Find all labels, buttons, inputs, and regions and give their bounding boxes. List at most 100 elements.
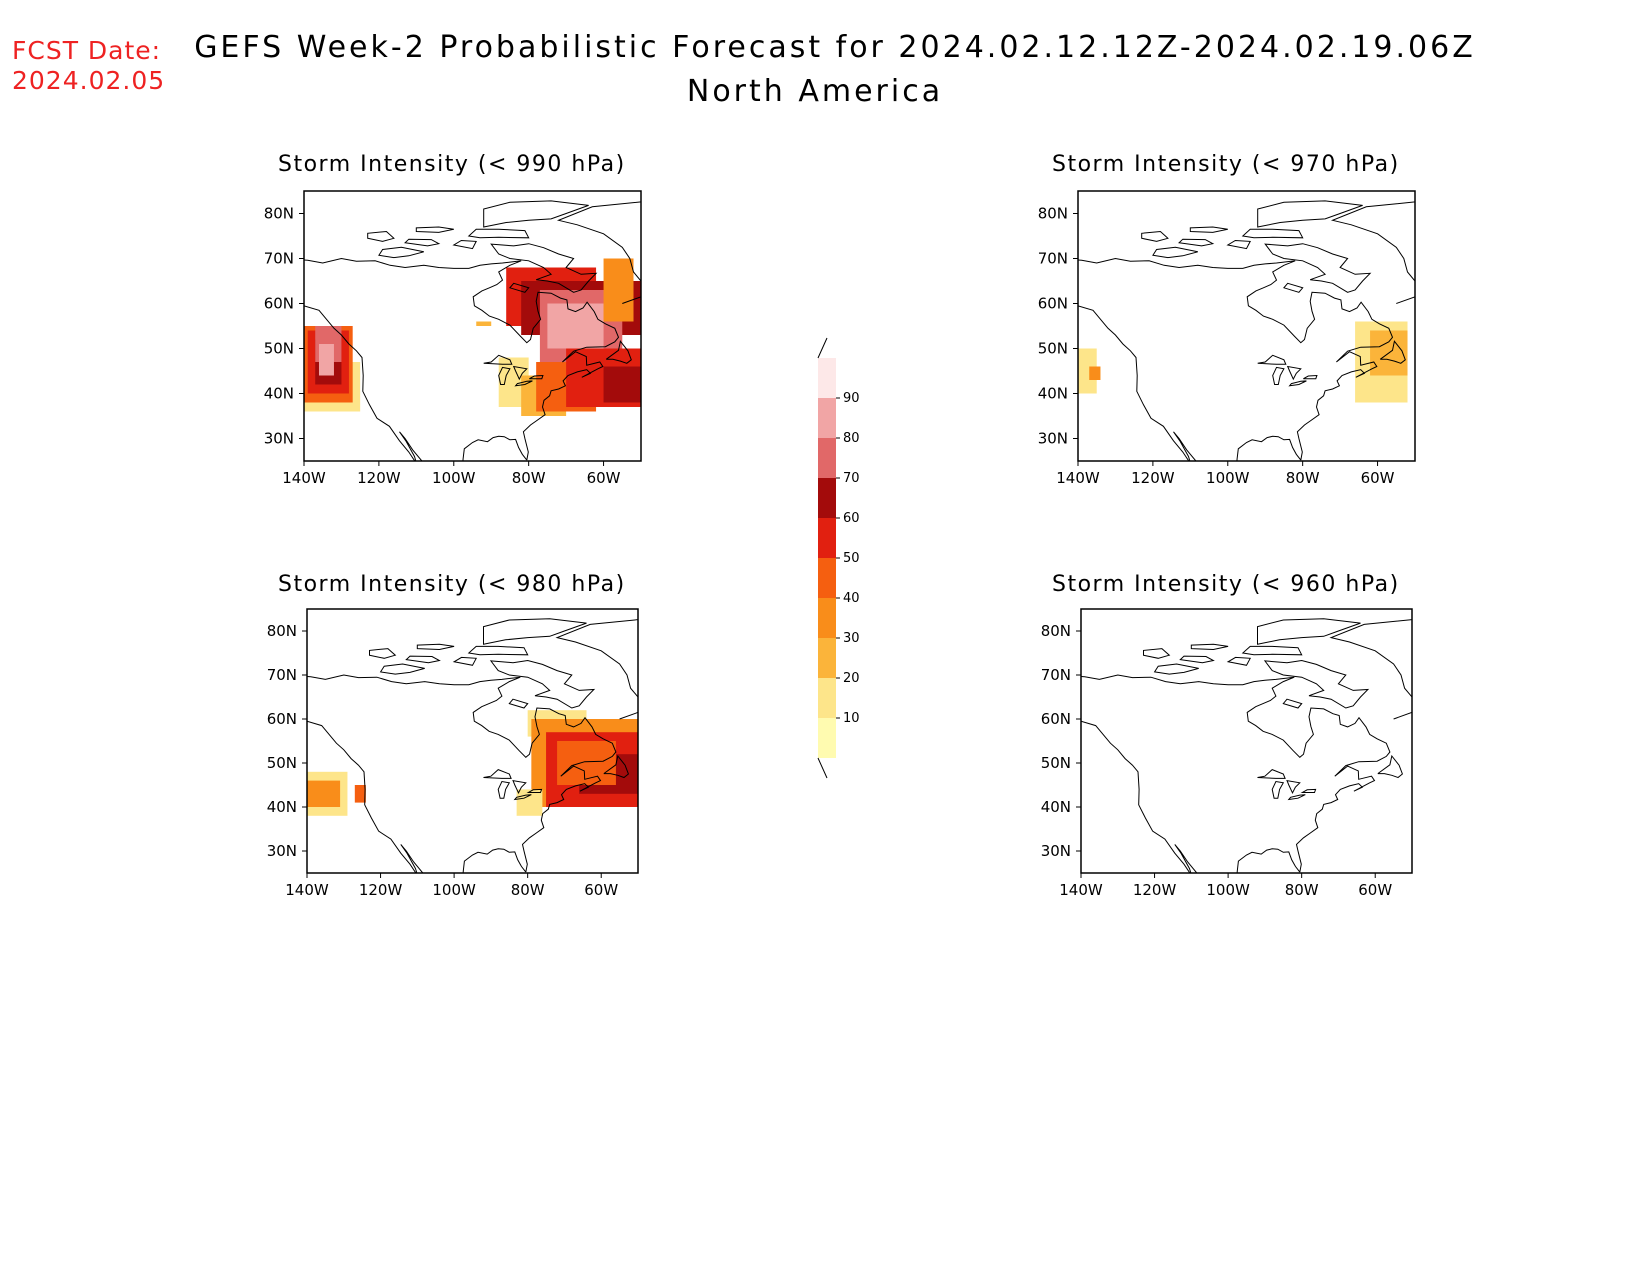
map-frame [306, 608, 639, 874]
lake-outline [529, 374, 544, 380]
colorbar-label: 40 [843, 591, 860, 606]
island-outline [405, 655, 441, 664]
probability-layer [1081, 618, 1412, 873]
lake-outline [512, 365, 528, 381]
coastline [1081, 720, 1198, 873]
coastline [555, 619, 638, 720]
lake-outline [512, 779, 527, 795]
colorbar-label: 90 [843, 391, 860, 406]
lon-tick-label: 100W [1206, 469, 1250, 487]
region-subtitle: North America [686, 74, 944, 109]
colorbar-segment [818, 718, 836, 758]
island-outline [1263, 659, 1370, 709]
lat-tick-label: 40N [1041, 798, 1071, 816]
colorbar-outline [817, 337, 828, 779]
lon-tick-label: 100W [432, 881, 476, 899]
coastline-layer [1078, 200, 1415, 461]
lake-outline [1303, 374, 1318, 380]
island-outline [1226, 239, 1251, 250]
colorbar-segment [818, 598, 836, 638]
lat-tick-label: 80N [1038, 205, 1068, 223]
island-outline [1257, 200, 1363, 228]
colorbar-segment [818, 478, 836, 518]
island-outline [367, 230, 395, 242]
probability-cell [318, 344, 334, 376]
lat-tick-label: 60N [264, 295, 294, 313]
coastline [307, 674, 617, 873]
island-outline [1264, 243, 1372, 293]
probability-cell [603, 258, 634, 322]
map-panel-960: 80N 70N 60N 50N 40N 30N 140W 120W 100W 80W 60W [1041, 608, 1413, 899]
lake-outline [513, 794, 532, 801]
coastline [304, 257, 620, 461]
lat-tick-label: 60N [1041, 710, 1071, 728]
lake-outline [1300, 788, 1317, 793]
lake-outline [1287, 794, 1306, 801]
map-frame [1080, 608, 1413, 874]
coastline [1236, 435, 1302, 461]
coastline [462, 435, 528, 461]
lake-outline [1286, 365, 1302, 381]
lon-tick-label: 120W [1133, 881, 1177, 899]
panel-title-960: Storm Intensity (< 960 hPa) [1052, 572, 1400, 597]
lon-tick-label: 60W [584, 881, 618, 899]
coastline-layer [1081, 618, 1412, 873]
lon-tick-label: 80W [1285, 881, 1319, 899]
coastline [1329, 619, 1412, 720]
island-outline [1257, 618, 1361, 645]
colorbar-label: 70 [843, 471, 860, 486]
island-outline [1226, 656, 1252, 666]
island-outline [1241, 228, 1304, 239]
colorbar: 10 20 30 40 50 60 70 80 90 [817, 337, 860, 779]
panel-title-980: Storm Intensity (< 980 hPa) [278, 572, 626, 597]
coastline [1330, 201, 1415, 304]
lat-tick-label: 40N [264, 385, 294, 403]
coastline [1379, 340, 1406, 364]
island-outline [489, 659, 596, 709]
lon-tick-label: 120W [1131, 469, 1175, 487]
lon-tick-label: 80W [512, 469, 546, 487]
forecast-date-label: FCST Date: [12, 36, 162, 65]
island-outline [467, 645, 529, 656]
colorbar-label: 60 [843, 511, 860, 526]
lat-tick-label: 30N [1038, 430, 1068, 448]
island-outline [1178, 238, 1215, 247]
island-outline [1152, 246, 1198, 259]
probability-cell [603, 366, 641, 403]
coastline [1236, 848, 1301, 873]
lon-tick-label: 60W [1361, 469, 1395, 487]
lake-outline [1257, 769, 1286, 779]
lat-tick-label: 30N [1041, 842, 1071, 860]
lake-outline [498, 366, 511, 385]
lat-tick-label: 70N [1041, 666, 1071, 684]
island-outline [1190, 643, 1229, 651]
map-panel-970: 80N 70N 60N 50N 40N 30N 140W 120W 100W 80W 60W [1038, 190, 1416, 487]
lake-outline [1271, 780, 1285, 799]
island-outline [1141, 230, 1169, 242]
island-outline [379, 663, 425, 675]
probability-cell [557, 741, 616, 785]
lake-outline [1272, 366, 1285, 385]
coastline [603, 754, 629, 779]
colorbar-segment [818, 638, 836, 678]
probability-cell [1089, 366, 1101, 380]
probability-cell [516, 789, 543, 816]
island-outline [1179, 655, 1215, 664]
colorbar-label: 20 [843, 671, 860, 686]
island-outline [378, 246, 424, 259]
probability-layer [1078, 200, 1415, 461]
lon-tick-label: 120W [357, 469, 401, 487]
coastline-layer [307, 618, 638, 873]
lon-tick-label: 140W [285, 881, 329, 899]
lake-outline [1286, 779, 1301, 795]
colorbar-segment [818, 558, 836, 598]
colorbar-segment [818, 678, 836, 718]
lon-tick-label: 100W [1206, 881, 1250, 899]
island-outline [369, 648, 397, 659]
island-outline [1241, 645, 1303, 656]
probability-cell [1078, 348, 1097, 394]
coastline [1377, 754, 1403, 779]
lake-outline [483, 769, 512, 779]
map-panel-990: 80N 70N 60N 50N 40N 30N 140W 120W 100W 80W 60W [264, 190, 642, 487]
lat-tick-label: 30N [267, 842, 297, 860]
